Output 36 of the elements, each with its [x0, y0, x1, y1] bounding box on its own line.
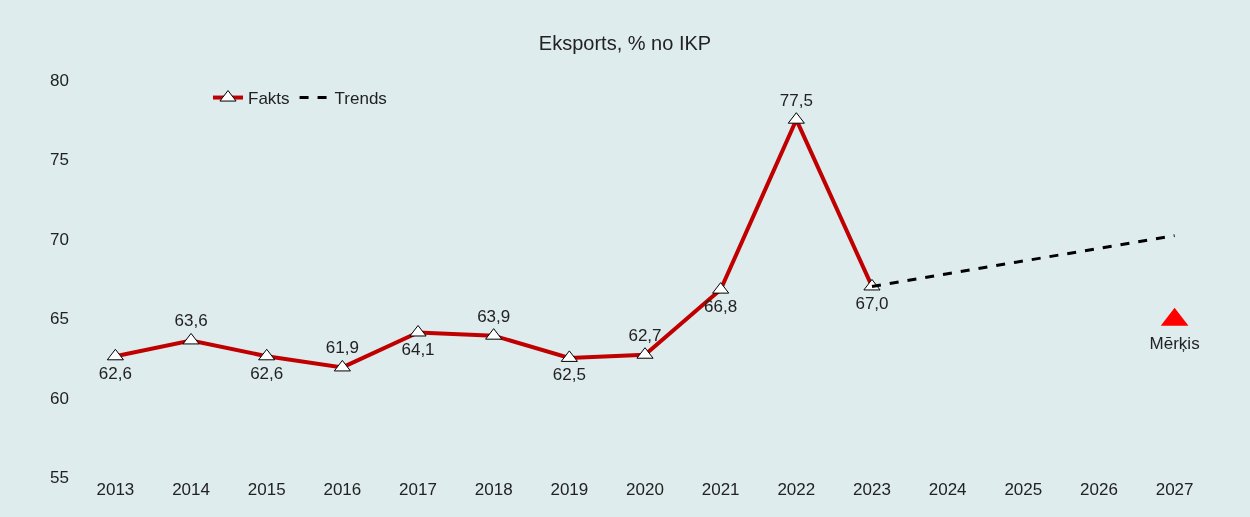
x-tick-label: 2016 [323, 480, 362, 499]
y-tick-label: 70 [50, 229, 69, 249]
x-tick-label: 2023 [853, 480, 891, 499]
x-tick-label: 2019 [550, 480, 589, 499]
data-label: 63,6 [174, 311, 208, 331]
legend-label: Trends [334, 89, 387, 109]
data-label: 62,6 [98, 363, 132, 383]
data-label: 64,1 [401, 339, 435, 359]
x-tick-label: 2024 [928, 480, 967, 499]
data-label: 67,0 [855, 293, 889, 313]
legend-label: Fakts [248, 89, 290, 109]
data-label: 66,8 [704, 297, 738, 317]
y-tick-label: 65 [50, 309, 69, 329]
x-tick-label: 2021 [701, 480, 740, 499]
data-label: 62,6 [250, 363, 284, 383]
x-tick-label: 2022 [777, 480, 816, 499]
x-tick-label: 2017 [399, 480, 437, 499]
x-tick-label: 2013 [96, 480, 135, 499]
data-label: 63,9 [477, 306, 511, 326]
x-tick-label: 2014 [172, 480, 210, 499]
y-tick-label: 60 [50, 388, 69, 408]
series-label: Mērķis [1149, 333, 1200, 353]
data-label: 77,5 [779, 90, 813, 110]
x-tick-label: 2015 [247, 480, 286, 499]
x-tick-label: 2027 [1155, 480, 1194, 499]
data-label: 62,5 [552, 365, 586, 385]
y-tick-label: 55 [50, 467, 69, 487]
data-label: 61,9 [325, 338, 359, 358]
x-tick-label: 2026 [1080, 480, 1118, 499]
chart-title: Eksports, % no IKP [538, 32, 712, 55]
data-label: 62,7 [628, 325, 662, 345]
y-tick-label: 80 [50, 70, 69, 90]
x-tick-label: 2025 [1004, 480, 1043, 499]
x-tick-label: 2018 [474, 480, 513, 499]
y-tick-label: 75 [50, 150, 69, 170]
x-tick-label: 2020 [626, 480, 664, 499]
